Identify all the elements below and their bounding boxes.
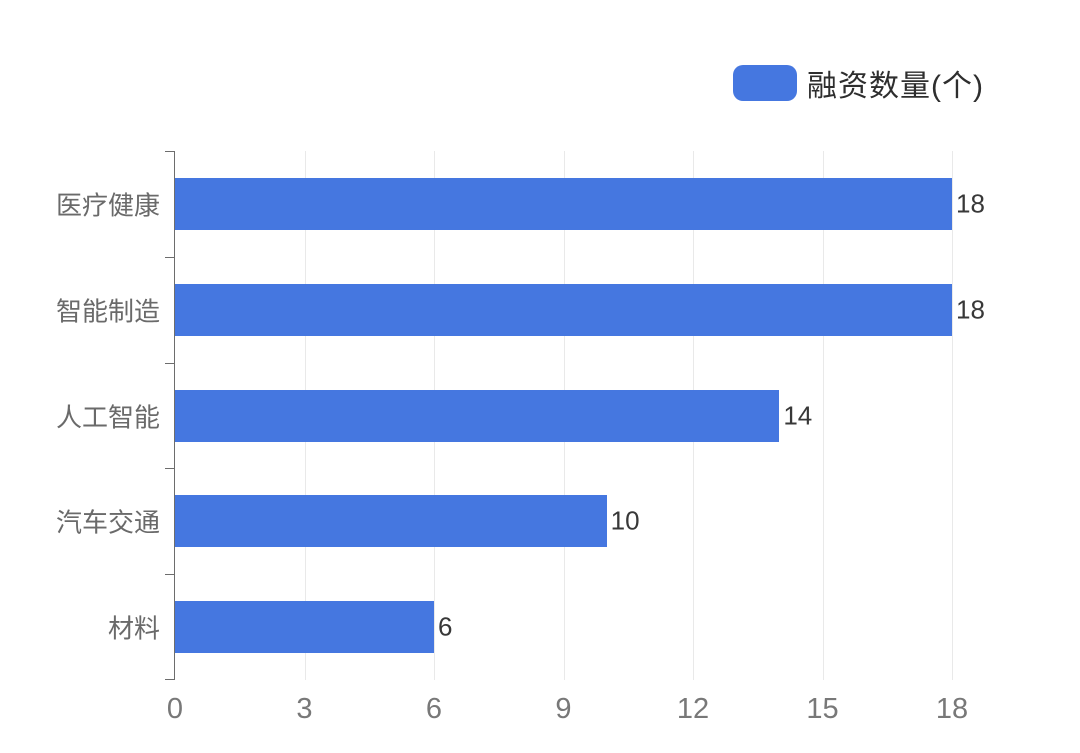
x-tick-label: 12 [676,693,710,725]
category-label: 医疗健康 [55,190,160,221]
bar-value-label: 6 [438,611,453,642]
bar[interactable] [175,283,952,336]
x-tick-label: 0 [166,693,184,725]
bar[interactable] [175,601,434,654]
x-tick-label: 15 [806,693,839,725]
bar-value-label: 18 [956,188,985,219]
category-label: 材料 [107,613,160,644]
category-label: 智能制造 [55,296,160,327]
bar[interactable] [175,177,952,230]
plot-area: 18 医疗健康 18 智能制造 14 人工智能 10 汽车交通 6 材料 0 3 6 9 12 15 18 [56,151,985,725]
y-axis-tick [165,679,175,680]
category-label: 人工智能 [55,402,160,432]
grid-line [822,151,824,680]
x-tick-label: 9 [555,693,572,725]
y-axis-line [174,151,175,680]
bar[interactable] [175,389,780,442]
y-axis-tick [165,468,175,469]
y-axis-tick [165,257,175,258]
grid-line [952,151,953,680]
y-axis-tick [165,363,175,364]
legend-swatch [733,65,797,101]
legend-item[interactable]: 融资数量(个) [733,61,984,105]
bar[interactable] [175,495,607,548]
legend-label: 融资数量(个) [807,70,984,103]
category-label: 汽车交通 [55,507,160,538]
x-tick-label: 3 [296,693,313,725]
bar-value-label: 18 [956,294,985,325]
x-tick-label: 6 [425,693,443,725]
x-tick-label: 18 [935,693,969,725]
y-axis-tick [165,574,175,575]
y-axis-tick [165,151,175,152]
bar-value-label: 10 [610,505,640,536]
bar-value-label: 14 [783,400,813,430]
